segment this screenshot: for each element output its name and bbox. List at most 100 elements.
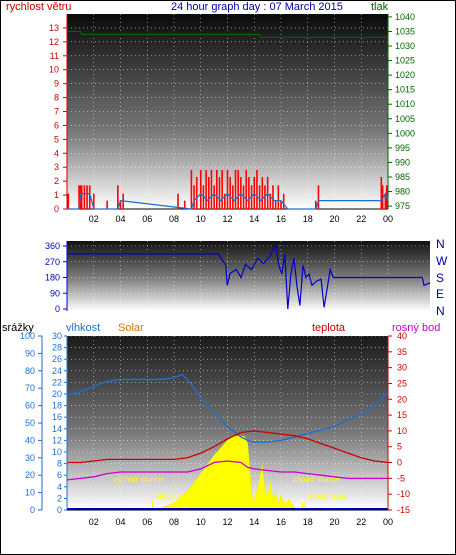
temperature-y-tick-label: 25 [397,378,407,388]
humidity-series-line [66,373,389,443]
wind-y-tick-label: 1 [54,190,59,200]
humidity-y-tick-label: 2 [57,493,62,503]
weather-x-tick-label: 08 [169,517,179,527]
wind-y-tick-label: 8 [54,93,59,103]
weather-x-tick-label: 16 [276,517,286,527]
wind-x-tick-label: 18 [303,214,313,224]
dewpoint-axis-title: rosný bod [392,322,440,334]
temperature-axis-title: teplota [312,322,346,334]
temperature-y-tick-label: -10 [397,489,410,499]
wind-x-tick-label: 10 [196,214,206,224]
wind-y-tick-label: 10 [49,65,59,75]
weather-x-tick-label: 02 [89,517,99,527]
wind-x-tick-label: 02 [89,214,99,224]
temperature-y-tick-label: -15 [397,505,410,515]
marker-label-moonrise: Moon Rise [308,492,347,501]
pressure-y-tick-label: 1020 [395,70,415,80]
humidity-y-tick-label: 0 [57,505,62,515]
weather-x-tick-label: 14 [249,517,259,527]
marker-label-sunrise: východ slunce [113,475,164,484]
rain-y-tick-label: 0 [30,505,35,515]
temperature-y-tick-label: 30 [397,363,407,373]
pressure-y-tick-label: 1030 [395,41,415,51]
humidity-y-tick-label: 8 [57,459,62,469]
direction-letter-n-bottom: N [436,304,445,318]
chart-title: 24 hour graph day : 07 March 2015 [171,1,343,13]
humidity-y-tick-label: 6 [57,470,62,480]
rain-y-tick-label: 30 [25,453,35,463]
rain-y-tick-label: 60 [25,401,35,411]
pressure-y-tick-label: 1005 [395,114,415,124]
direction-y-tick-label: 0 [55,304,60,314]
pressure-series-line [67,30,388,38]
wind-y-tick-label: 4 [54,148,59,158]
pressure-y-tick-label: 975 [395,201,410,211]
weather-x-tick-label: 00 [383,517,393,527]
humidity-y-tick-label: 16 [52,412,62,422]
rain-y-tick-label: 70 [25,383,35,393]
rain-y-tick-label: 100 [20,331,35,341]
temperature-y-tick-label: 35 [397,347,407,357]
wind-x-tick-label: 06 [142,214,152,224]
rain-y-tick-label: 90 [25,348,35,358]
gust-series-line [67,192,389,210]
solar-axis-title: Solar [118,322,144,334]
pressure-y-tick-label: 985 [395,172,410,182]
rain-y-tick-label: 50 [25,418,35,428]
direction-y-tick-label: 90 [50,288,60,298]
temperature-y-tick-label: 5 [397,442,402,452]
wind-x-tick-label: 16 [276,214,286,224]
direction-y-tick-label: 270 [45,257,60,267]
wind-x-tick-label: 04 [115,214,125,224]
wind-speed-axis-title: rychlost větru [6,1,71,13]
humidity-y-tick-label: 26 [52,354,62,364]
wind-x-tick-label: 22 [356,214,366,224]
pressure-y-tick-label: 1015 [395,85,415,95]
humidity-y-tick-label: 30 [52,331,62,341]
direction-y-tick-label: 360 [45,241,60,251]
rain-y-tick-label: 40 [25,435,35,445]
humidity-y-tick-label: 14 [52,424,62,434]
rain-y-tick-label: 20 [25,470,35,480]
direction-y-tick-label: 180 [45,273,60,283]
weather-x-tick-label: 06 [142,517,152,527]
weather-x-tick-label: 20 [329,517,339,527]
weather-x-tick-label: 12 [222,517,232,527]
pressure-y-tick-label: 995 [395,143,410,153]
weather-x-tick-label: 10 [196,517,206,527]
temperature-y-tick-label: 15 [397,410,407,420]
wind-y-tick-label: 7 [54,107,59,117]
solar-area [152,435,302,511]
rain-axis-title: srážky [2,322,34,334]
wind-x-tick-label: 00 [383,214,393,224]
humidity-y-tick-label: 22 [52,377,62,387]
weather-x-tick-label: 22 [356,517,366,527]
direction-letter-n-top: N [436,237,445,251]
wind-y-tick-label: 5 [54,134,59,144]
wind-x-tick-label: 20 [329,214,339,224]
humidity-y-tick-label: 4 [57,482,62,492]
wind-y-tick-label: 12 [49,37,59,47]
rain-y-tick-label: 80 [25,366,35,376]
wind-x-tick-label: 14 [249,214,259,224]
pressure-y-tick-label: 1010 [395,99,415,109]
humidity-y-tick-label: 18 [52,401,62,411]
wind-x-tick-label: 08 [169,214,179,224]
humidity-axis-title: vlhkost [66,322,100,334]
pressure-y-tick-label: 1035 [395,26,415,36]
wind-x-tick-label: 12 [222,214,232,224]
pressure-y-tick-label: 1040 [395,12,415,22]
marker-label-sunset: západ slunce [292,475,340,484]
temperature-y-tick-label: 40 [397,331,407,341]
humidity-y-tick-label: 28 [52,343,62,353]
direction-letter-e: E [436,287,444,301]
pressure-y-tick-label: 980 [395,187,410,197]
direction-letter-s: S [436,271,444,285]
pressure-y-tick-label: 1000 [395,128,415,138]
pressure-axis-title: tlak [371,1,389,13]
weather-x-tick-label: 18 [303,517,313,527]
temperature-y-tick-label: 0 [397,458,402,468]
wind-y-tick-label: 3 [54,162,59,172]
temperature-series-line [67,430,389,464]
